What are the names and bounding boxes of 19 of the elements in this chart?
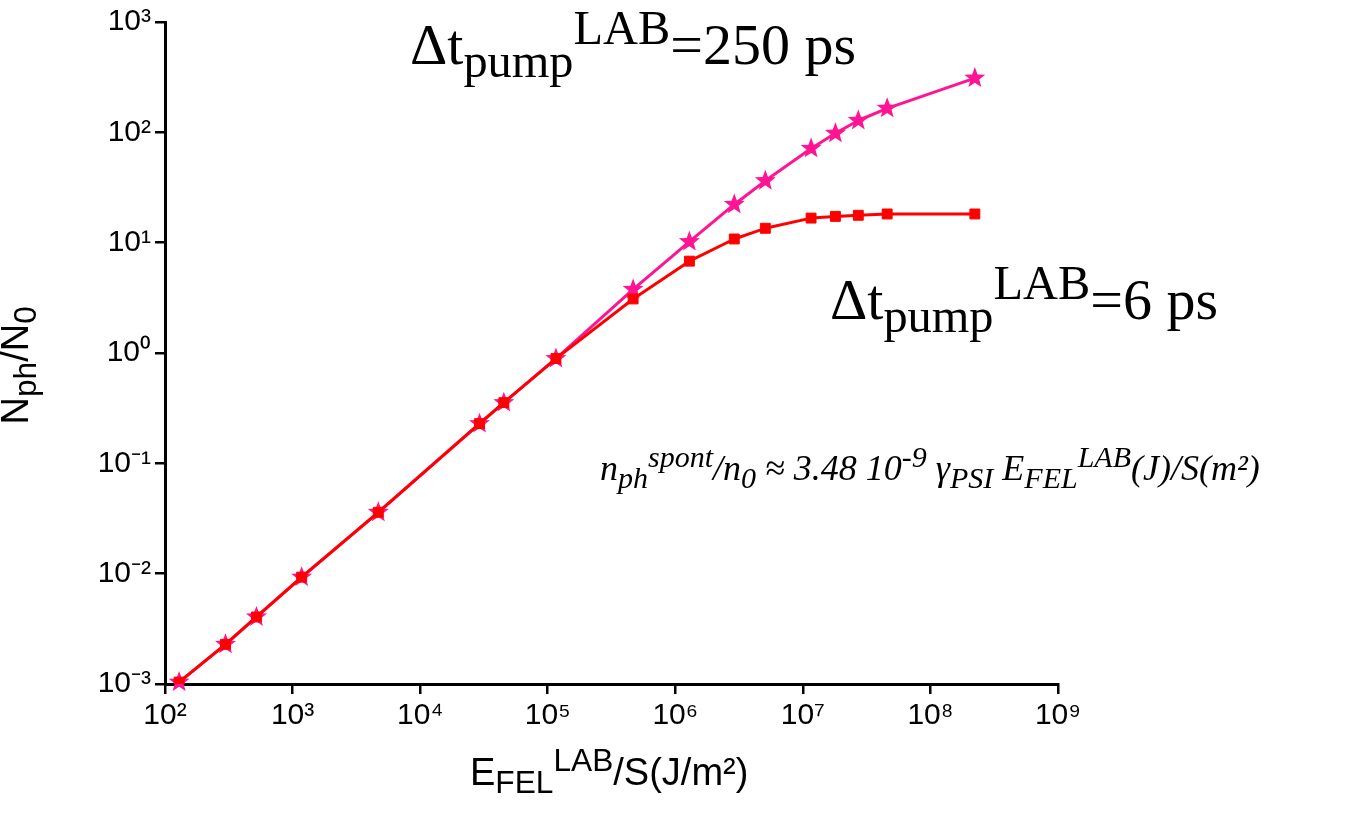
y-tick-label: 10⁻¹ <box>97 444 152 478</box>
y-tick-label: 10¹ <box>107 223 152 257</box>
x-tick-label: 10⁸ <box>907 697 954 731</box>
x-tick-label: 10⁵ <box>524 697 571 731</box>
x-tick-label: 10⁹ <box>1034 697 1082 731</box>
x-axis-title: E$_{FEL}$$^{LAB}$/S(J/m²) <box>470 742 749 802</box>
x-tick-label: 10⁶ <box>652 697 699 731</box>
x-tick-label: 10² <box>143 697 187 731</box>
x-tick-label: 10⁷ <box>780 697 825 731</box>
series-label: Δt$_{pump}$$^{LAB}$=6 ps <box>830 255 1218 343</box>
x-tick-label: 10³ <box>270 697 315 731</box>
text: n$_{ph}$$^{spont}$/n$_{0}$ ≈ 3.48 10$^{-9}$ γ$_{PSI}$ E$_{FEL}$$^{LAB}$(J)/S(m²) <box>600 440 1260 495</box>
y-tick-label: 10³ <box>107 3 152 37</box>
y-tick-label: 10⁰ <box>106 334 151 368</box>
y-tick-label: 10² <box>107 113 152 147</box>
y-tick-label: 10⁻² <box>97 554 152 588</box>
y-tick-label: 10⁻³ <box>97 665 152 699</box>
x-tick-label: 10⁴ <box>397 697 444 731</box>
series-label: Δt$_{pump}$$^{LAB}$=250 ps <box>410 0 856 88</box>
